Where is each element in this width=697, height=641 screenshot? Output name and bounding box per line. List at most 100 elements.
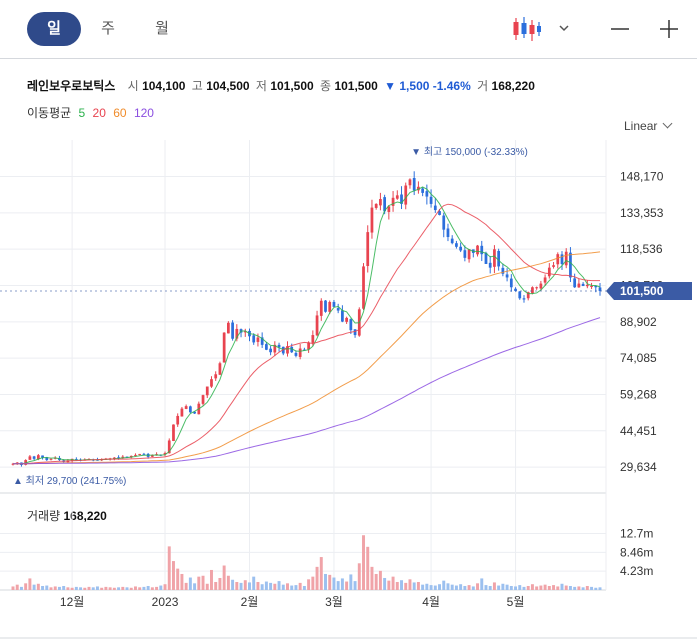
candle-body [569,252,572,278]
volume-bar [340,578,344,590]
moving-average-legend: 이동평균 5 20 60 120 [27,104,158,121]
candle-body [41,455,44,458]
candle-body [341,310,344,322]
volume-value: 168,220 [491,79,535,93]
ma-5-label[interactable]: 5 [78,106,86,120]
ma-120-label[interactable]: 120 [133,106,154,120]
chevron-down-icon[interactable] [554,14,574,44]
candle-body [125,456,129,458]
candle-body [24,460,28,465]
candle-body [379,199,382,206]
tab-daily[interactable]: 일 [27,12,81,46]
high-price-marker: ▼ 최고 150,000 (-32.33%) [411,146,528,158]
volume-bar [378,570,382,590]
volume-bar [581,587,585,590]
candle-body [188,406,192,413]
volume-bar [467,585,471,590]
ma-20-label[interactable]: 20 [92,106,106,120]
candle-body [476,245,479,255]
volume-bar [560,583,564,590]
candle-body [180,408,184,417]
volume-bar [125,587,129,590]
candle-body [142,453,146,455]
candle-body [505,274,509,278]
candle-body [412,178,416,191]
volume-bar [429,585,433,590]
volume-bar [117,587,121,590]
volume-bar [66,587,70,590]
stock-info: 레인보우로보틱스 시 104,100 고 104,500 저 101,500 종… [27,77,535,94]
candle-body [552,265,555,267]
stock-chart[interactable]: 148,170133,353118,536103,71988,90274,085… [0,140,697,641]
candle-body [425,191,429,197]
candle-body [560,254,564,264]
volume-bar [505,584,509,590]
volume-bar [404,582,408,590]
volume-bar [290,585,294,590]
price-tick-label: 148,170 [620,170,664,184]
volume-bar [197,576,201,590]
volume-bar [391,576,395,590]
volume-bar [273,583,277,590]
volume-bar [459,584,463,590]
volume-bar [577,586,581,590]
candle-body [480,245,484,255]
volume-bar [501,583,505,590]
volume-panel-value: 168,220 [63,509,107,523]
tab-monthly[interactable]: 월 [155,20,169,37]
volume-bar [41,585,45,590]
volume-bar [442,580,446,590]
candle-body [442,215,446,230]
volume-bar [248,582,251,590]
change-value: ▼ 1,500 -1.46% [384,79,471,93]
volume-bar [112,587,116,590]
candle-body [201,395,205,404]
candle-body [277,344,281,348]
ma-60-label[interactable]: 60 [113,106,127,120]
volume-bar [104,586,108,590]
volume-bar [480,578,484,590]
candle-body [243,331,247,333]
candle-body [535,287,539,289]
candle-body [328,301,332,312]
candle-body [260,337,264,345]
volume-bar [83,587,87,590]
low-price-marker: ▲ 최저 29,700 (241.75%) [13,475,126,487]
volume-panel-title: 거래량 168,220 [27,507,107,524]
candle-body [543,277,547,283]
candle-body [210,379,213,387]
price-tick-label: 118,536 [620,242,663,256]
scale-dropdown[interactable]: Linear [624,116,684,136]
volume-bar [138,587,142,590]
candle-body [193,411,196,414]
volume-bar [315,566,319,590]
candle-body [176,415,180,425]
volume-bar [357,563,361,590]
minus-icon[interactable] [606,14,634,44]
plus-icon[interactable] [655,14,683,44]
candle-body [117,457,120,459]
candle-body [349,319,353,331]
close-label: 종 [320,79,332,93]
volume-bar [463,585,467,590]
time-axis-label: 3월 [325,595,343,609]
candle-body [573,278,577,288]
candlestick-icon[interactable] [508,14,542,44]
candle-body [463,250,467,258]
tab-weekly[interactable]: 주 [101,20,115,37]
candle-body [408,179,412,186]
volume-bar [328,574,332,590]
candle-body [433,205,437,211]
volume-bar [332,577,336,590]
volume-bar [374,573,378,590]
high-label: 고 [191,79,203,93]
volume-bar [543,584,547,590]
volume-bar [336,581,340,590]
candle-body [594,285,598,288]
volume-bar [349,574,353,590]
candle-body [319,300,323,316]
candle-body [395,195,399,199]
candle-body [400,194,403,204]
volume-bar [319,557,323,590]
volume-bar [594,587,598,590]
